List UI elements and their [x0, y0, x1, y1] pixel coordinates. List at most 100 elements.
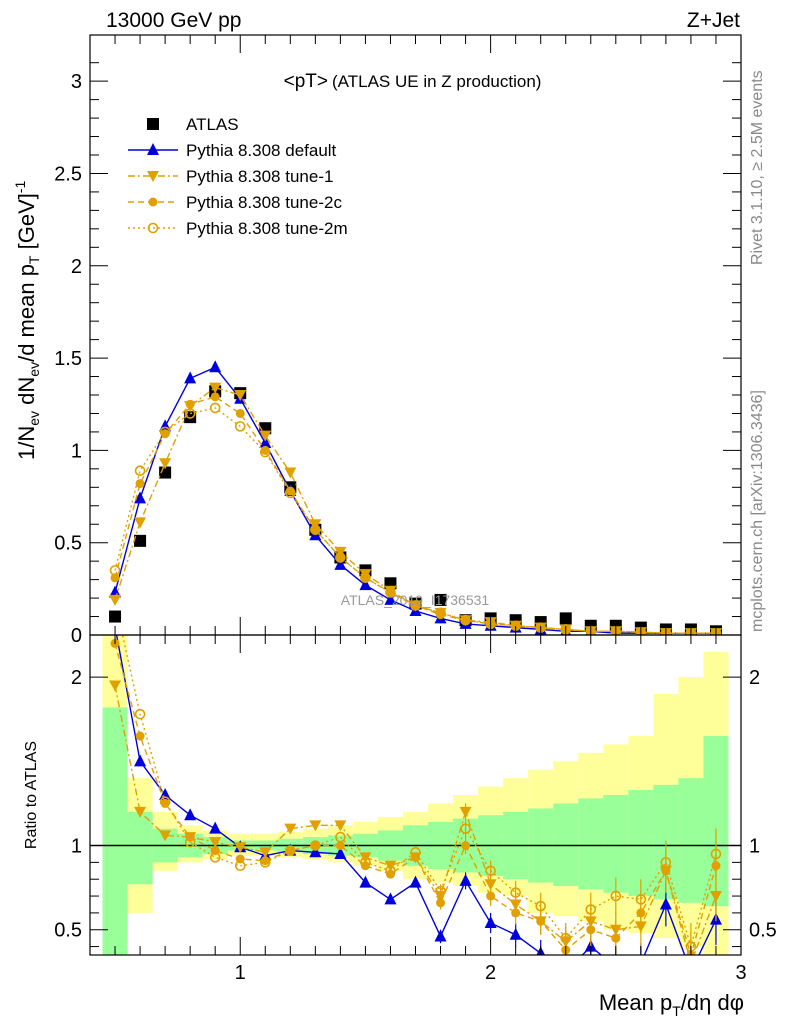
ratio-point [585, 904, 597, 915]
data-point [134, 491, 147, 504]
data-point [159, 458, 172, 470]
ratio-point [486, 891, 496, 901]
ratio-point [159, 830, 172, 842]
data-point [184, 408, 196, 419]
legend-marker [147, 143, 159, 155]
ratio-point [485, 865, 496, 877]
data-point [110, 573, 120, 583]
data-point [210, 392, 220, 402]
band-green [628, 789, 654, 897]
ratio-point [461, 841, 471, 851]
ratio-point [209, 821, 222, 834]
data-point [209, 382, 222, 394]
ratio-point [511, 908, 521, 918]
legend-label: Pythia 8.308 tune-2c [186, 193, 342, 212]
x-tick-label: 1 [235, 962, 246, 984]
ratio-point [635, 956, 647, 968]
data-point [461, 615, 471, 625]
data-point [385, 588, 395, 598]
data-point [285, 487, 296, 499]
data-point [359, 578, 372, 591]
y-axis-title-main: 1/Nev dNev/d mean pT [GeV]-1 [12, 180, 42, 460]
ratio-point [335, 831, 346, 843]
ratio-point [611, 933, 621, 943]
ratio-point [535, 900, 546, 912]
data-point [209, 402, 221, 414]
data-point [434, 593, 447, 606]
ratio-point [460, 823, 471, 834]
data-point [259, 430, 272, 442]
ratio-point [335, 841, 345, 851]
svg-text:Mean pT/dη dφ: Mean pT/dη dφ [599, 990, 744, 1019]
legend-marker [147, 222, 159, 234]
ratio-y-tick-label-right: 2 [749, 667, 760, 689]
ratio-point [586, 925, 596, 935]
ratio-point [660, 857, 672, 868]
ratio-point [359, 875, 372, 888]
data-point [334, 557, 347, 570]
analysis-watermark: ATLAS_2019_I1736531 [341, 592, 490, 608]
data-point [234, 390, 247, 401]
data-point [134, 534, 147, 547]
legend-marker [148, 197, 158, 207]
ratio-y-tick-label-right: 0.5 [749, 920, 777, 942]
ratio-point [209, 852, 221, 863]
y-tick-label: 1 [71, 440, 82, 462]
y-tick-label: 0 [71, 625, 82, 647]
ratio-point [459, 873, 472, 886]
data-point [259, 436, 272, 448]
data-point [109, 610, 122, 623]
data-point [284, 467, 297, 479]
data-point [134, 517, 147, 529]
data-point [460, 614, 471, 626]
ratio-point [659, 897, 672, 910]
data-point [335, 552, 346, 563]
band-green [603, 795, 629, 893]
ratio-point [610, 890, 622, 902]
data-point [184, 371, 197, 384]
y-axis-title-ratio: Ratio to ATLAS [23, 741, 40, 849]
data-point [360, 572, 371, 584]
ratio-point [384, 892, 397, 905]
ratio-point [134, 806, 147, 818]
legend-marker [147, 171, 159, 182]
ratio-y-tick-label: 2 [71, 667, 82, 689]
data-point [559, 612, 572, 625]
band-green [127, 811, 153, 885]
band-green [102, 707, 128, 955]
ratio-point [234, 860, 246, 872]
legend: ATLAS Pythia 8.308 default Pythia 8.308 tu… [128, 115, 348, 238]
y-tick-label: 2 [71, 256, 82, 278]
ratio-point [285, 845, 296, 856]
data-point [435, 607, 446, 619]
ratio-point [309, 845, 322, 858]
series-line-4 [114, 407, 716, 634]
ratio-point [434, 929, 447, 942]
ratio-point [184, 808, 197, 821]
ratio-point [259, 847, 272, 859]
ratio-point [409, 875, 422, 888]
legend-label: Pythia 8.308 tune-2m [186, 219, 348, 238]
ratio-point [109, 680, 122, 692]
ratio-point [436, 898, 446, 908]
x-axis-title: Mean pT/dη dφ [599, 990, 744, 1019]
data-point [134, 465, 146, 476]
ratio-point [334, 846, 347, 859]
data-point [159, 426, 171, 438]
data-point [511, 621, 521, 631]
ratio-point [134, 754, 147, 767]
ratio-point [560, 932, 572, 944]
x-tick-label: 3 [735, 962, 746, 984]
ratio-point [536, 916, 546, 926]
ratio-point [184, 836, 196, 848]
data-point [310, 524, 321, 536]
ratio-point [285, 846, 295, 856]
legend-marker [147, 118, 159, 130]
ratio-point [209, 837, 222, 849]
ratio-point [134, 708, 146, 720]
ratio-y-tick-label-right: 1 [749, 836, 760, 858]
main-series [109, 360, 722, 635]
data-point [234, 421, 246, 432]
ratio-point [610, 960, 622, 972]
